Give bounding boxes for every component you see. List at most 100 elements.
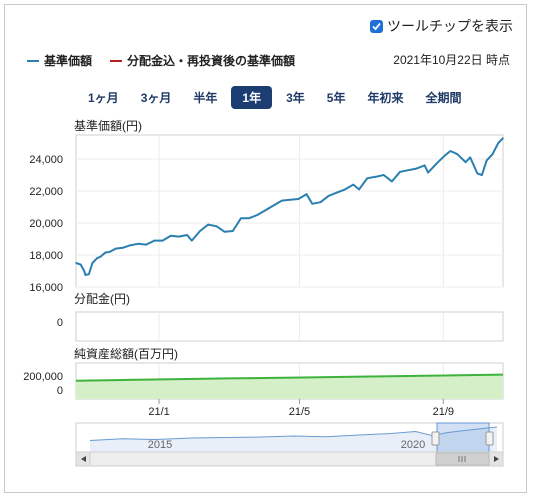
price-y-tick-label: 24,000 [29, 154, 63, 166]
net-assets-chart-title: 純資産総額(百万円) [74, 346, 178, 361]
price-point [297, 198, 300, 200]
scroll-left-arrow-icon [81, 456, 86, 462]
price-point [423, 164, 426, 167]
scroll-right-arrow-icon [494, 456, 499, 462]
price-point [311, 203, 314, 205]
legend-swatch-nav [27, 59, 39, 62]
price-point [352, 183, 355, 186]
x-axis-tick-label: 21/9 [433, 406, 454, 418]
price-point [481, 174, 483, 176]
price-point [223, 231, 226, 233]
price-point [104, 251, 106, 254]
price-point [161, 239, 164, 242]
price-point [137, 243, 139, 245]
price-point [502, 137, 504, 139]
price-point [199, 230, 201, 232]
price-y-tick-label: 22,000 [29, 186, 63, 198]
price-point [256, 214, 259, 216]
navigator-x-label: 2020 [401, 439, 425, 451]
navigator-handle-right[interactable] [485, 431, 494, 446]
navigator-selection [436, 422, 490, 453]
period-button-all[interactable]: 全期間 [425, 91, 462, 105]
x-axis-tick-label: 21/1 [148, 406, 169, 418]
price-point [122, 247, 124, 249]
price-point [469, 156, 472, 159]
price-point [96, 257, 98, 260]
price-point [75, 262, 77, 264]
price-point [170, 235, 172, 237]
period-button-3y[interactable]: 3年 [286, 91, 305, 105]
navigator-handle-left[interactable] [431, 431, 440, 446]
as-of-date: 2021年10月22日 時点 [393, 53, 510, 67]
price-y-tick-label: 18,000 [29, 250, 63, 262]
price-point [272, 204, 275, 207]
price-point [344, 188, 346, 191]
price-point [464, 161, 467, 163]
legend: 基準価額 分配金込・再投資後の基準価額 [27, 52, 313, 69]
x-axis-tick-label: 21/5 [289, 406, 310, 418]
price-point [84, 274, 87, 276]
price-point [99, 255, 102, 258]
price-point [391, 180, 393, 183]
price-point [327, 195, 330, 197]
price-point [289, 199, 291, 201]
price-point [281, 199, 283, 202]
distribution-plot-area [75, 311, 504, 342]
legend-label-nav: 基準価額 [44, 54, 93, 68]
price-point [358, 188, 360, 191]
price-point [178, 235, 180, 238]
price-point [83, 270, 85, 272]
legend-label-reinvested: 分配金込・再投資後の基準価額 [127, 54, 296, 68]
period-selector: 1ヶ月 3ヶ月 半年 1年 3年 5年 年初来 全期間 [80, 86, 475, 109]
price-point [319, 201, 322, 203]
price-point [336, 191, 338, 194]
price-point [215, 225, 218, 227]
price-point [491, 153, 494, 155]
price-point [435, 163, 438, 165]
price-point [145, 243, 147, 246]
navigator-x-label: 2015 [148, 439, 172, 451]
price-point [497, 142, 500, 144]
net-assets-line [75, 373, 504, 382]
net-assets-y-tick-label: 200,000 [23, 371, 63, 383]
period-button-1m[interactable]: 1ヶ月 [88, 91, 119, 105]
distribution-chart-title: 分配金(円) [74, 291, 130, 306]
price-point [485, 159, 488, 162]
price-point [415, 167, 418, 170]
legend-item-reinvested: 分配金込・再投資後の基準価額 [110, 52, 295, 69]
period-button-1y[interactable]: 1年 [231, 86, 273, 109]
price-point [399, 171, 401, 173]
price-point [407, 169, 410, 171]
price-point [207, 223, 209, 226]
price-point [375, 175, 378, 178]
distribution-y-tick-label: 0 [57, 317, 63, 329]
price-point [91, 262, 94, 264]
price-point [115, 247, 117, 250]
price-point [186, 234, 188, 236]
price-y-tick-label: 16,000 [29, 282, 63, 294]
legend-item-nav: 基準価額 [27, 52, 92, 69]
period-button-6m[interactable]: 半年 [193, 91, 218, 105]
net-assets-y-tick-label: 0 [57, 385, 63, 397]
price-point [476, 172, 479, 175]
net-assets-area [76, 374, 503, 399]
price-point [248, 217, 250, 219]
price-point [456, 153, 459, 155]
price-point [305, 193, 308, 195]
price-point [382, 174, 385, 176]
period-button-3m[interactable]: 3ヶ月 [140, 91, 172, 105]
price-point [109, 251, 111, 253]
price-point [191, 239, 193, 242]
period-button-ytd[interactable]: 年初来 [367, 91, 404, 105]
checkbox-checked-icon[interactable] [370, 19, 383, 33]
price-point [232, 230, 234, 232]
price-chart-title: 基準価額(円) [74, 118, 142, 133]
period-button-5y[interactable]: 5年 [326, 91, 346, 105]
navigator-line [89, 426, 498, 441]
price-point [264, 209, 267, 211]
tooltip-toggle[interactable]: ツールチップを表示 [370, 16, 513, 36]
price-point [153, 239, 156, 242]
price-point [240, 217, 242, 219]
price-point [427, 171, 429, 174]
